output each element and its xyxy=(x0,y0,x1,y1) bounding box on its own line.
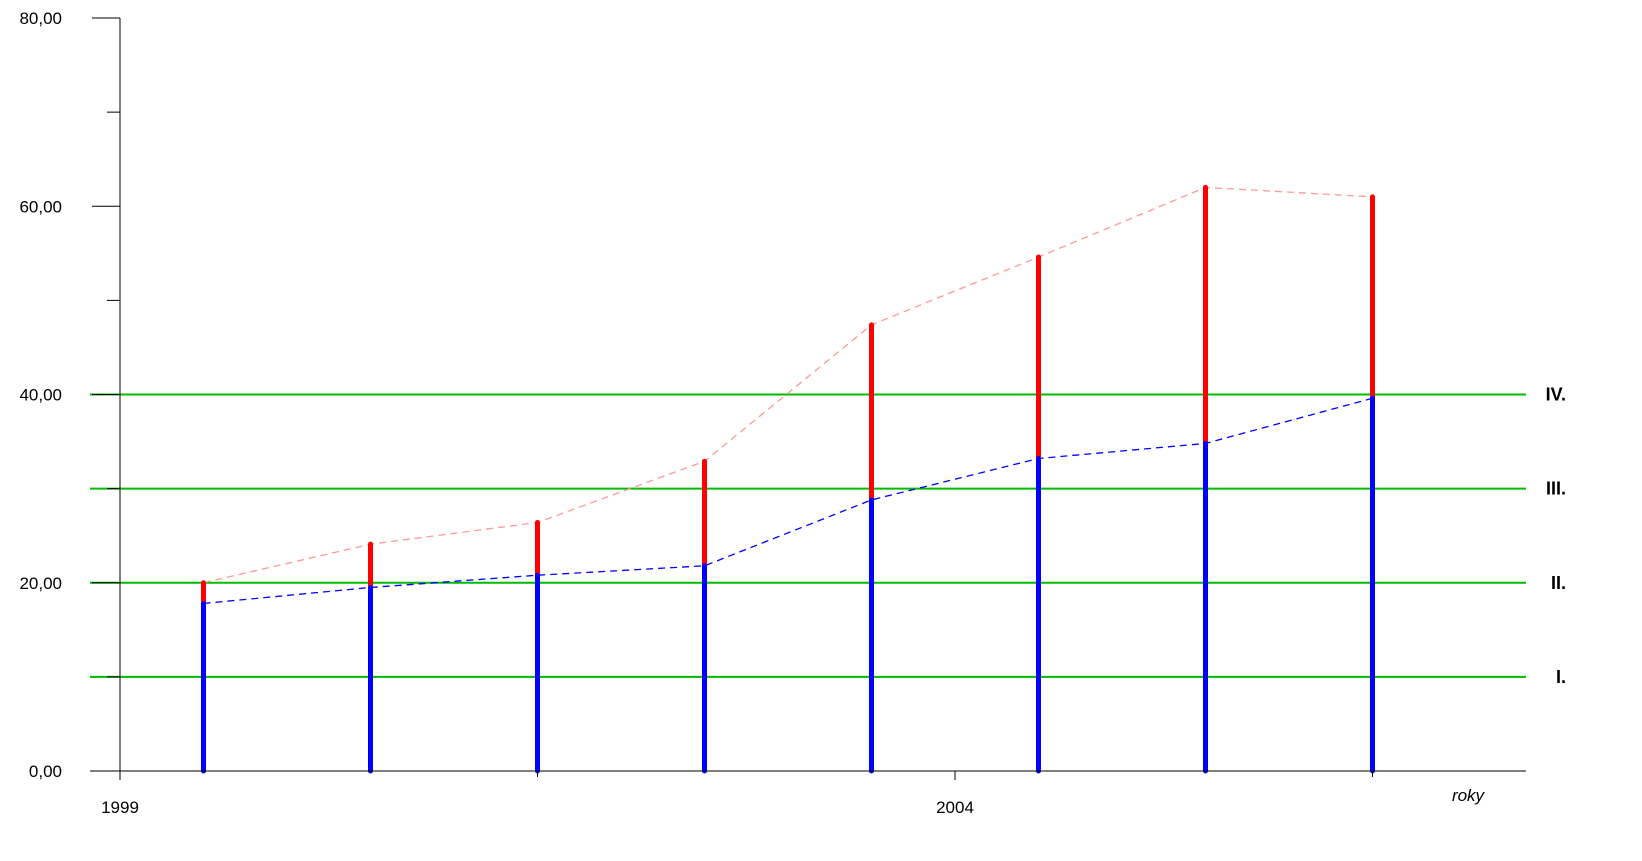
y-tick-label: 0,00 xyxy=(29,762,62,781)
x-axis-title: roky xyxy=(1452,786,1486,805)
trend-line xyxy=(203,397,1373,605)
band-label: III. xyxy=(1546,479,1566,499)
x-tick-label: 2004 xyxy=(936,798,974,817)
y-tick-label: 20,00 xyxy=(19,574,62,593)
y-ticks: 0,00 20,00 40,00 60,00 80,00 xyxy=(19,9,120,781)
y-tick-label: 40,00 xyxy=(19,386,62,405)
bars xyxy=(201,184,1375,774)
y-tick-label: 60,00 xyxy=(19,197,62,216)
band-label: I. xyxy=(1556,667,1566,687)
band-label: II. xyxy=(1551,573,1566,593)
band-labels: I. II. III. IV. xyxy=(1546,385,1566,687)
band-label: IV. xyxy=(1546,385,1566,405)
x-ticks: 1999 2004 xyxy=(101,771,1373,817)
x-tick-label: 1999 xyxy=(101,798,139,817)
trend-lines xyxy=(203,186,1373,605)
trend-line xyxy=(203,186,1373,584)
reference-lines xyxy=(90,393,1526,678)
y-tick-label: 80,00 xyxy=(19,9,62,28)
